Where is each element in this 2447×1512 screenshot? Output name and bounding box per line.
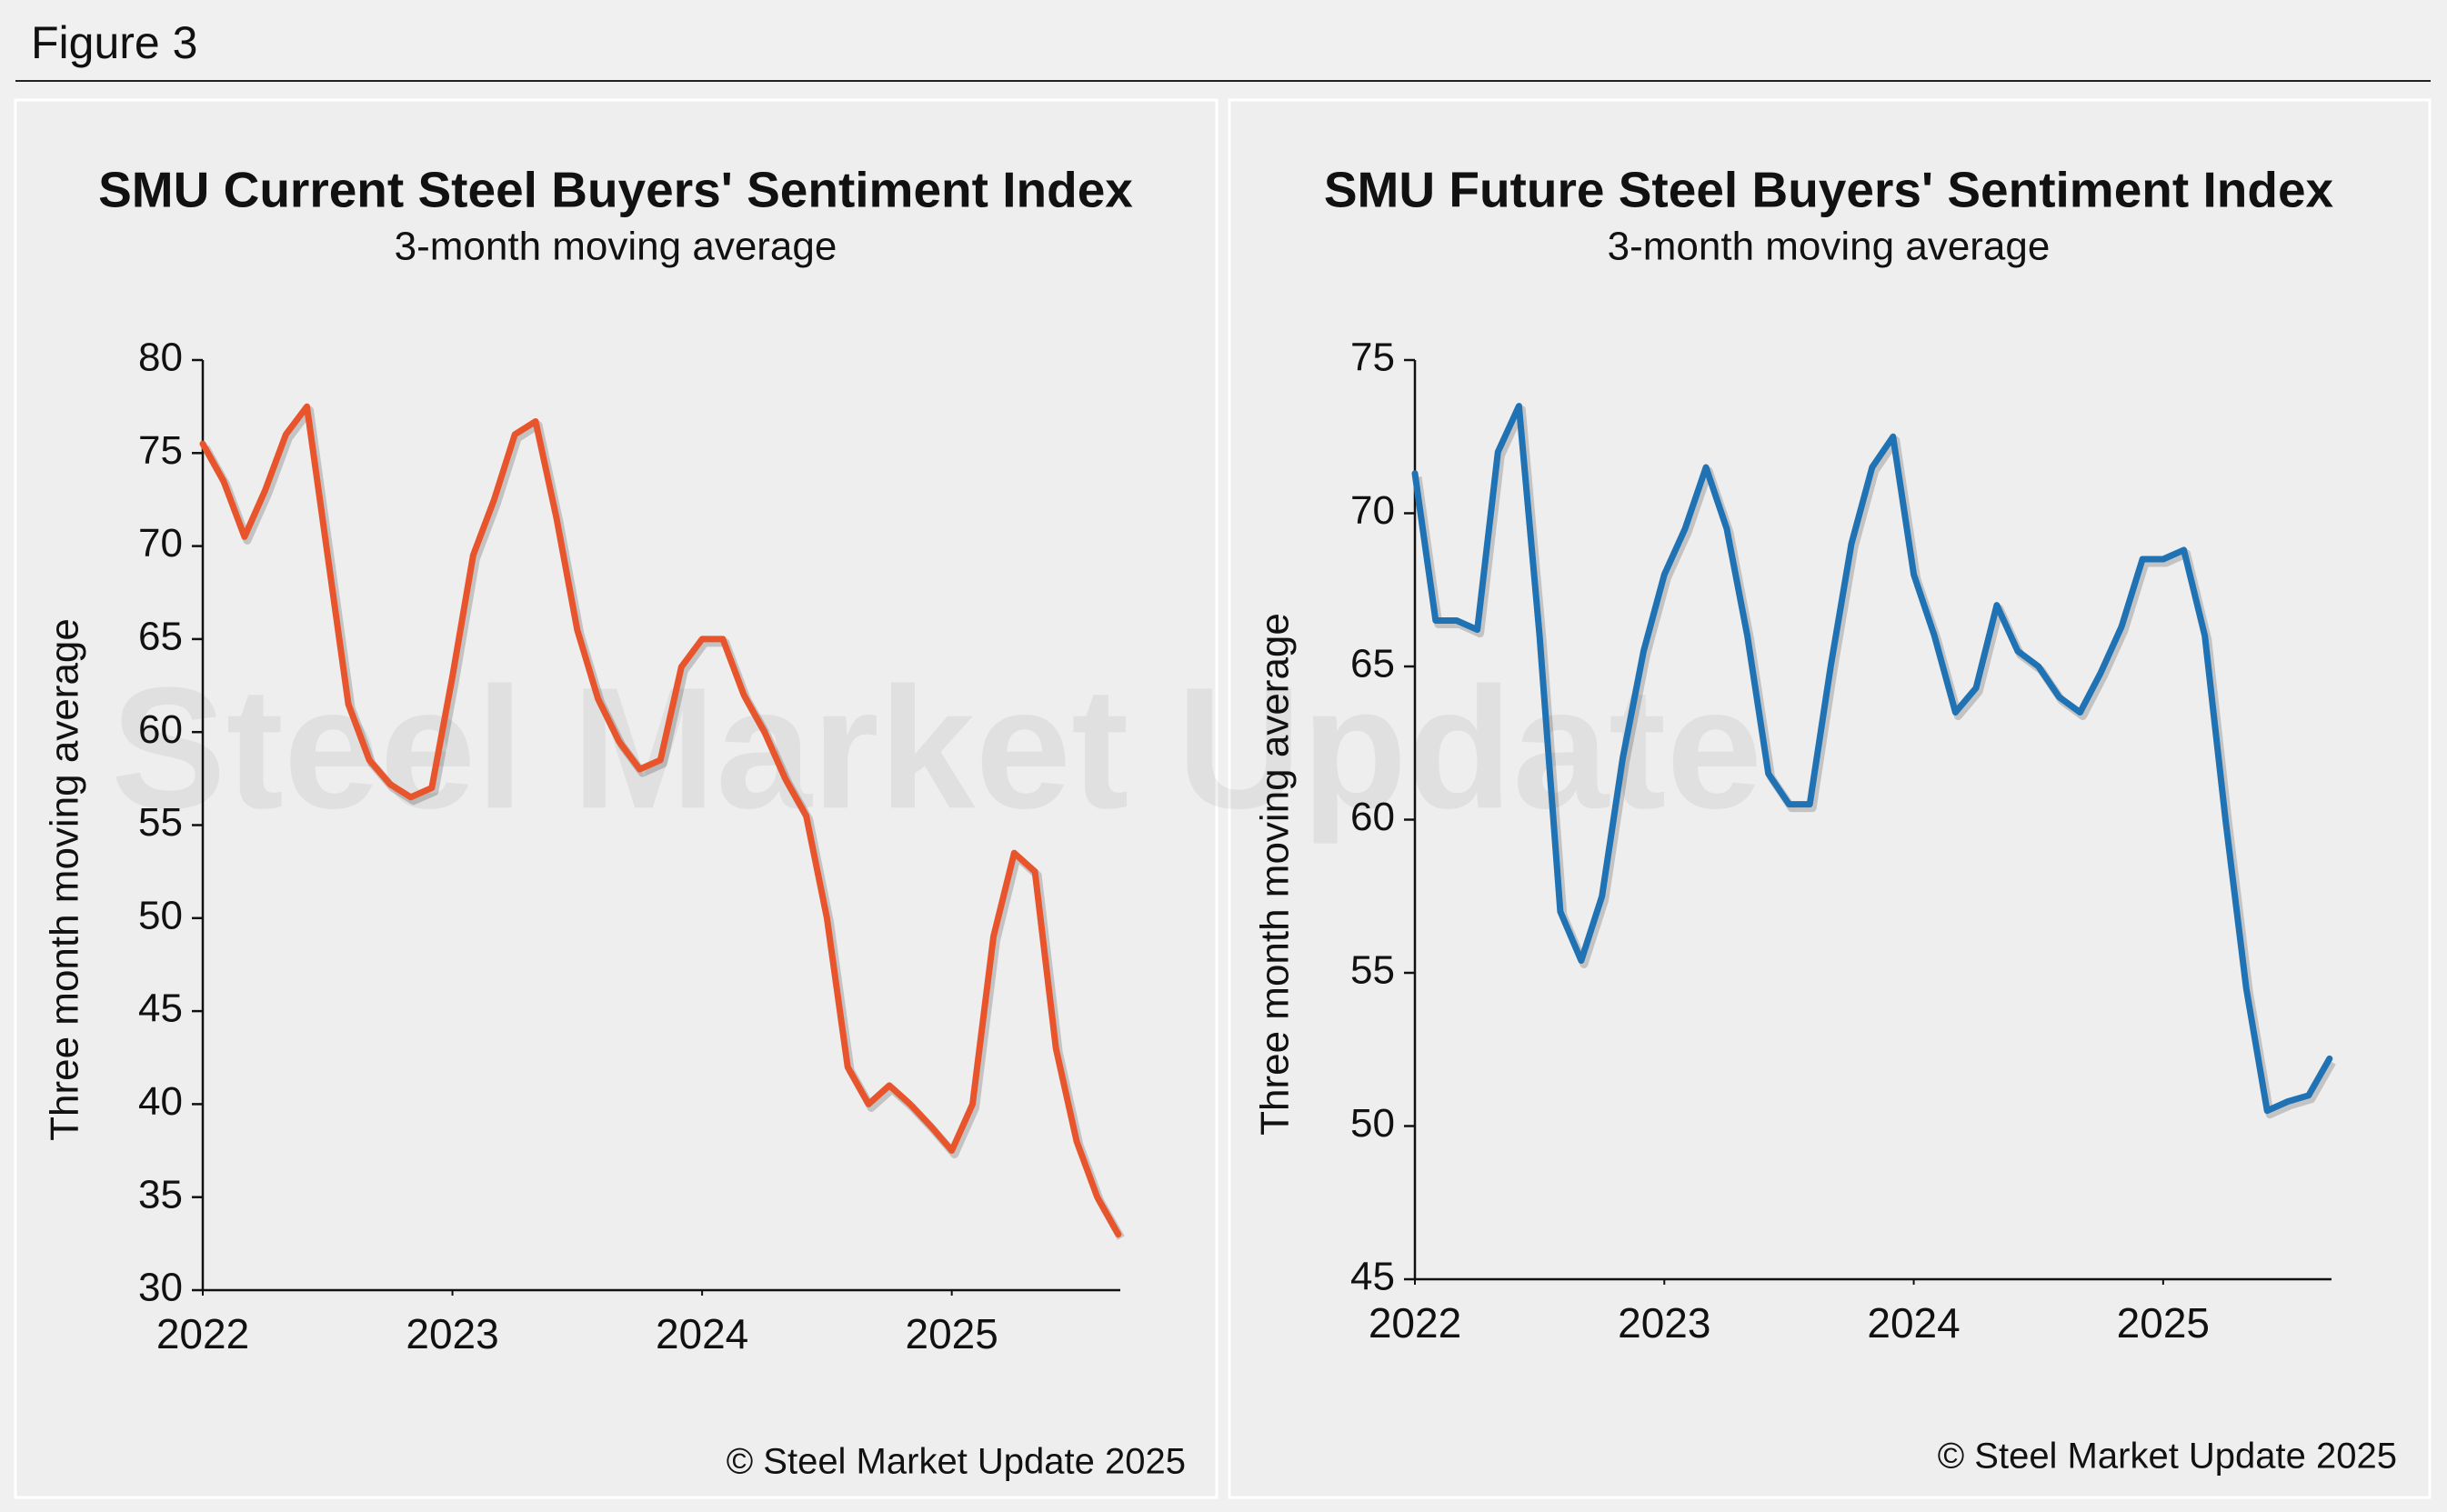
panel bbox=[14, 98, 1218, 1499]
panel bbox=[1228, 98, 2432, 1499]
y-axis-label: Three month moving average bbox=[43, 618, 87, 1141]
chart-title: SMU Future Steel Buyers' Sentiment Index bbox=[1324, 162, 2334, 218]
x-tick-label: 2024 bbox=[656, 1310, 748, 1357]
x-tick-label: 2024 bbox=[1867, 1299, 1960, 1347]
x-tick-label: 2025 bbox=[906, 1310, 998, 1357]
y-tick-label: 75 bbox=[138, 428, 183, 473]
chart-subtitle: 3-month moving average bbox=[395, 225, 837, 269]
x-tick-label: 2023 bbox=[406, 1310, 498, 1357]
y-tick-label: 65 bbox=[1350, 642, 1395, 686]
y-tick-label: 70 bbox=[138, 521, 183, 566]
credit: © Steel Market Update 2025 bbox=[727, 1442, 1186, 1482]
x-tick-label: 2022 bbox=[1369, 1299, 1461, 1347]
series-line bbox=[199, 403, 1122, 1238]
y-tick-label: 55 bbox=[138, 800, 183, 845]
y-tick-label: 50 bbox=[138, 893, 183, 937]
y-tick-label: 40 bbox=[138, 1079, 183, 1124]
y-tick-label: 45 bbox=[138, 986, 183, 1031]
watermark: Steel Market Update bbox=[111, 652, 1762, 845]
y-tick-label: 60 bbox=[138, 707, 183, 752]
y-axis-label: Three month moving average bbox=[1253, 613, 1298, 1136]
y-tick-label: 45 bbox=[1350, 1255, 1395, 1299]
y-tick-label: 80 bbox=[138, 335, 183, 380]
y-tick-label: 65 bbox=[138, 615, 183, 659]
y-tick-label: 50 bbox=[1350, 1101, 1395, 1146]
x-tick-label: 2025 bbox=[2117, 1299, 2210, 1347]
y-tick-label: 30 bbox=[138, 1266, 183, 1310]
y-tick-label: 75 bbox=[1350, 335, 1395, 380]
series-line bbox=[1411, 403, 2333, 1115]
y-tick-label: 70 bbox=[1350, 488, 1395, 533]
figure-label: Figure 3 bbox=[31, 17, 197, 68]
y-tick-label: 35 bbox=[138, 1172, 183, 1217]
chart-subtitle: 3-month moving average bbox=[1608, 225, 2051, 269]
y-tick-label: 60 bbox=[1350, 795, 1395, 839]
y-tick-label: 55 bbox=[1350, 948, 1395, 993]
x-tick-label: 2022 bbox=[156, 1310, 249, 1357]
credit: © Steel Market Update 2025 bbox=[1938, 1437, 2397, 1477]
chart-title: SMU Current Steel Buyers' Sentiment Inde… bbox=[98, 162, 1133, 218]
x-tick-label: 2023 bbox=[1618, 1299, 1710, 1347]
